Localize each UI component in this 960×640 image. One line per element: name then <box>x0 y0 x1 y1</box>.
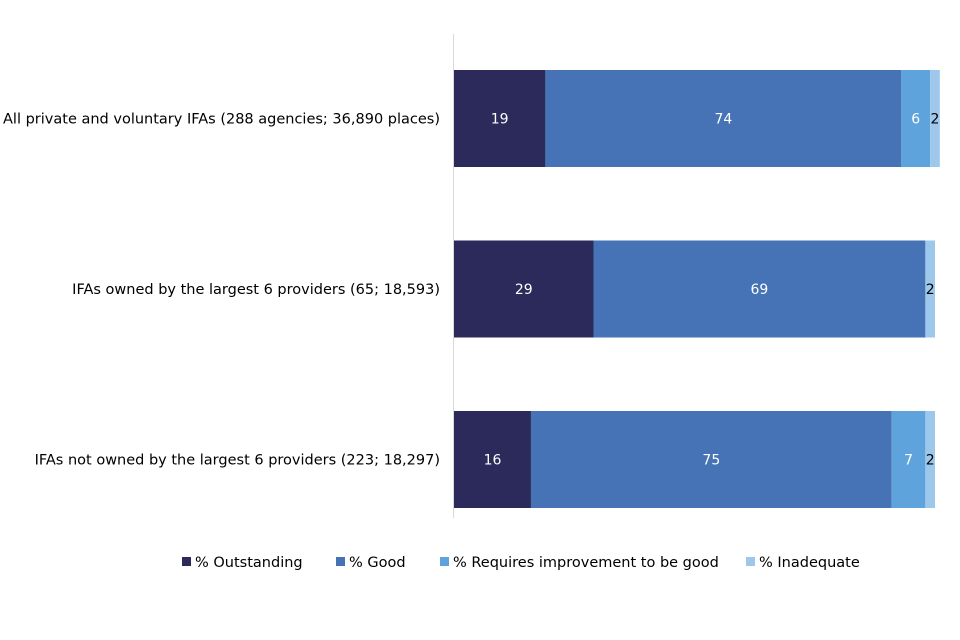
legend-label: % Outstanding <box>195 555 303 571</box>
data-label: 7 <box>904 453 913 469</box>
data-label: 29 <box>515 282 533 298</box>
data-label: 19 <box>491 112 509 128</box>
category-label: IFAs owned by the largest 6 providers (6… <box>72 282 440 298</box>
legend-label: % Good <box>349 555 406 571</box>
bar-segment <box>530 411 892 508</box>
data-label: 74 <box>714 112 732 128</box>
bar-segment <box>901 70 931 167</box>
data-label: 69 <box>751 282 769 298</box>
data-label: 2 <box>926 453 935 469</box>
legend-swatch <box>440 557 449 566</box>
data-label: 2 <box>926 282 935 298</box>
data-label: 6 <box>911 112 920 128</box>
legend-swatch <box>746 557 755 566</box>
bar-segment <box>891 411 926 508</box>
bar-segment <box>454 411 531 508</box>
legend-label: % Requires improvement to be good <box>453 555 719 571</box>
bar-segment <box>925 240 935 338</box>
bar-segment <box>454 240 594 338</box>
bar-segment <box>593 240 926 338</box>
category-label: IFAs not owned by the largest 6 provider… <box>35 453 440 469</box>
bar-segment <box>925 411 935 508</box>
category-labels: All private and voluntary IFAs (288 agen… <box>3 112 440 469</box>
category-label: All private and voluntary IFAs (288 agen… <box>3 112 440 128</box>
bars-group: 19 74 6 229 69 216 75 7 2 <box>454 70 940 508</box>
legend-label: % Inadequate <box>759 555 860 571</box>
legend-swatch <box>336 557 345 566</box>
bar-segment <box>454 70 546 167</box>
data-label: 2 <box>931 112 940 128</box>
data-label: 16 <box>484 453 502 469</box>
data-label: 75 <box>702 453 720 469</box>
legend-swatch <box>182 557 191 566</box>
legend: % Outstanding % Good % Requires improvemen… <box>182 555 860 571</box>
bar-segment <box>545 70 902 167</box>
bar-segment <box>930 70 940 167</box>
